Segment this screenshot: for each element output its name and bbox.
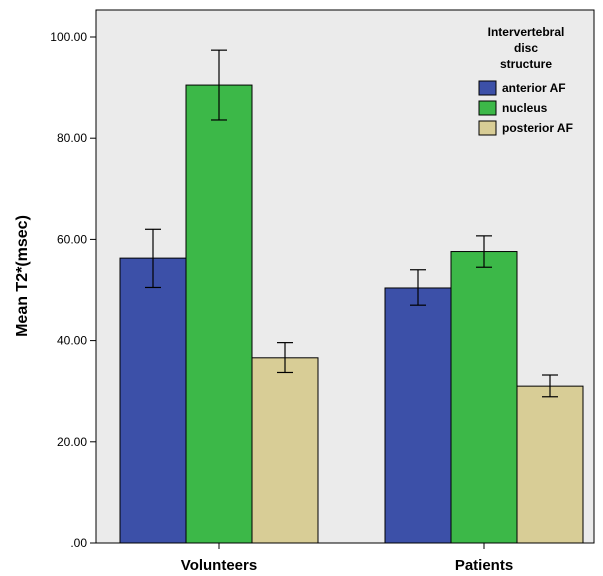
x-category-label: Patients — [455, 557, 513, 574]
bar-volunteers-anterior-af — [119, 257, 187, 544]
bar-patients-posterior-af — [516, 385, 584, 544]
legend-title: disc — [514, 41, 538, 55]
legend-title: Intervertebral — [488, 25, 565, 39]
legend-label: anterior AF — [502, 81, 566, 95]
x-axis-categories: Volunteers Patients — [181, 543, 513, 574]
y-tick-label: 100.00 — [50, 30, 87, 44]
error-bars — [145, 49, 558, 398]
y-axis-title: Mean T2*(msec) — [14, 215, 31, 337]
x-category-label: Volunteers — [181, 557, 257, 574]
y-tick-label: 80.00 — [57, 131, 87, 145]
legend-label: nucleus — [502, 101, 548, 115]
bar-patients-nucleus — [450, 251, 518, 544]
bar-volunteers-nucleus — [185, 84, 253, 544]
y-tick-label: 40.00 — [57, 334, 87, 348]
y-tick-label: 20.00 — [57, 435, 87, 449]
legend: Intervertebral disc structure anterior AF nu… — [478, 25, 573, 136]
legend-swatch — [478, 120, 497, 136]
bar-patients-anterior-af — [384, 287, 452, 544]
y-tick-label: 60.00 — [57, 232, 87, 246]
legend-label: posterior AF — [502, 121, 573, 135]
bar-volunteers-posterior-af — [251, 357, 319, 544]
legend-swatch — [478, 80, 497, 96]
y-tick-label: .00 — [70, 536, 87, 550]
legend-title: structure — [500, 57, 552, 71]
legend-swatch — [478, 100, 497, 116]
y-axis-ticks: .00 20.00 40.00 60.00 80.00 100.00 — [50, 30, 96, 550]
